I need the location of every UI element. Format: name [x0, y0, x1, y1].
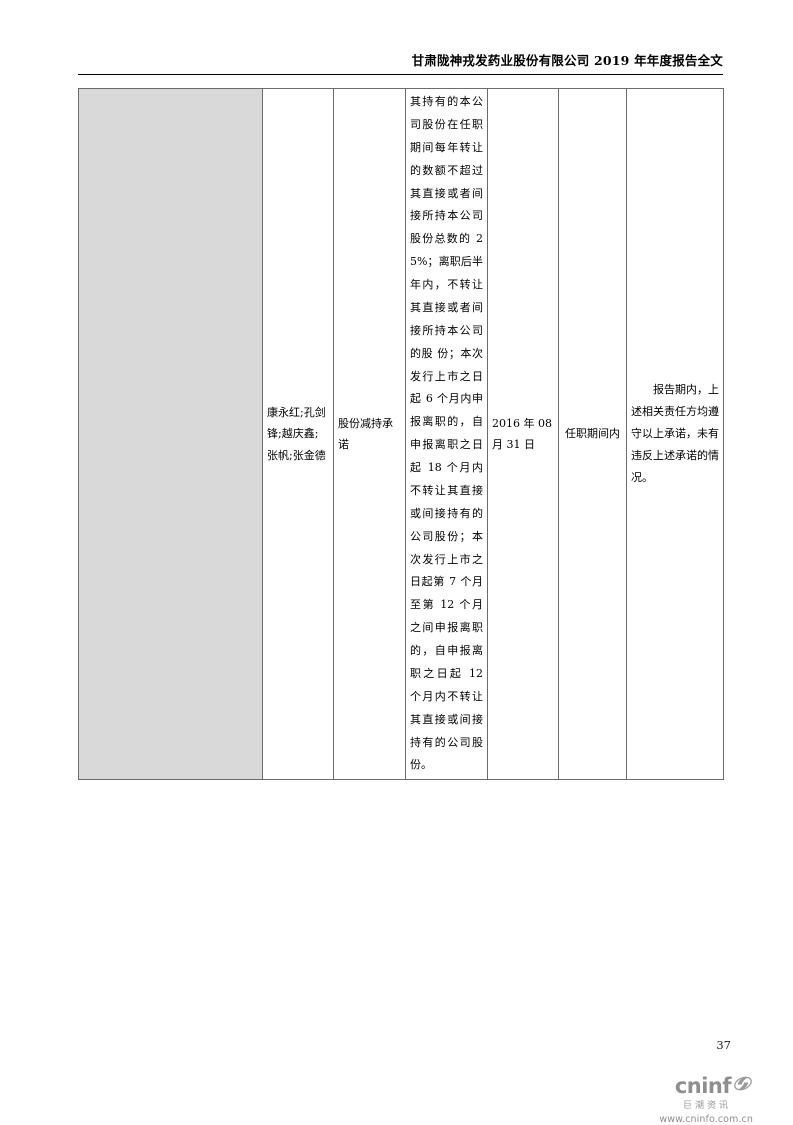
cell-commitment-type: 股份减持承诺	[333, 87, 406, 781]
cell-commitment-content: 其持有的本公司股份在任职期间每年转让的数额不超过其直接或者间接所持本公司股份总数…	[405, 87, 488, 781]
cell-fulfillment-status: 报告期内，上述相关责任方均遵守以上承诺，未有违反上述承诺的情况。	[626, 87, 724, 781]
commitment-table: 康永红;孔剑锋;越庆鑫;张帆;张金德 股份减持承诺 其持有的本公司股份在任职期间…	[78, 87, 724, 781]
cninfo-swirl-icon	[733, 1074, 753, 1093]
table-row: 康永红;孔剑锋;越庆鑫;张帆;张金德 股份减持承诺 其持有的本公司股份在任职期间…	[78, 87, 724, 781]
cell-commitment-term: 任职期间内	[558, 87, 627, 781]
logo-wordmark-row: cninf	[631, 1076, 753, 1097]
logo-subtitle: 巨潮资讯	[682, 1101, 731, 1111]
header-divider	[78, 74, 723, 75]
page-number: 37	[716, 1038, 731, 1052]
cninfo-logo: cninf 巨潮资讯 www.cninfo.com.cn	[631, 1076, 753, 1125]
cell-commitment-persons: 康永红;孔剑锋;越庆鑫;张帆;张金德	[262, 87, 334, 781]
page-header-title: 甘肃陇神戎发药业股份有限公司 2019 年年度报告全文	[411, 53, 723, 68]
logo-text: cninf	[674, 1074, 732, 1098]
cell-party-shaded	[78, 87, 263, 781]
logo-url: www.cninfo.com.cn	[659, 1114, 753, 1125]
cell-commitment-date: 2016 年 08 月 31 日	[487, 87, 559, 781]
